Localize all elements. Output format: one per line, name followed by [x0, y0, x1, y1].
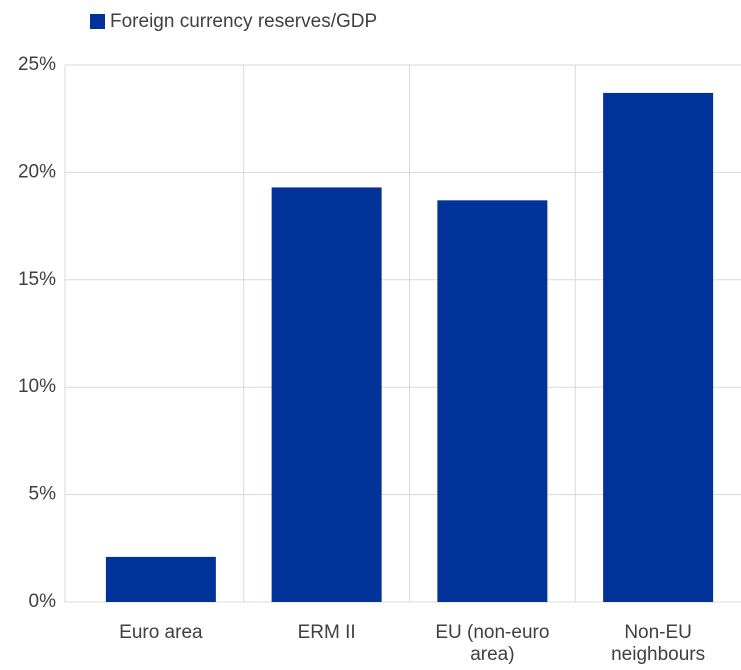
x-tick-label: EU (non-euro area) — [435, 622, 550, 665]
legend-swatch — [90, 14, 105, 29]
x-tick-label: ERM II — [297, 622, 356, 643]
y-tick-label: 20% — [18, 161, 56, 182]
x-tick-label: Euro area — [119, 622, 203, 643]
bar — [105, 556, 216, 602]
x-tick-label: Non-EU neighbours — [611, 622, 706, 665]
y-tick-label: 15% — [18, 269, 56, 290]
bar — [437, 200, 548, 602]
y-tick-label: 25% — [18, 54, 56, 75]
y-tick-label: 10% — [18, 376, 56, 397]
bar — [271, 187, 382, 602]
y-tick-label: 5% — [29, 484, 57, 505]
bar — [603, 92, 714, 602]
y-tick-label: 0% — [29, 591, 57, 612]
legend-label: Foreign currency reserves/GDP — [110, 11, 377, 32]
